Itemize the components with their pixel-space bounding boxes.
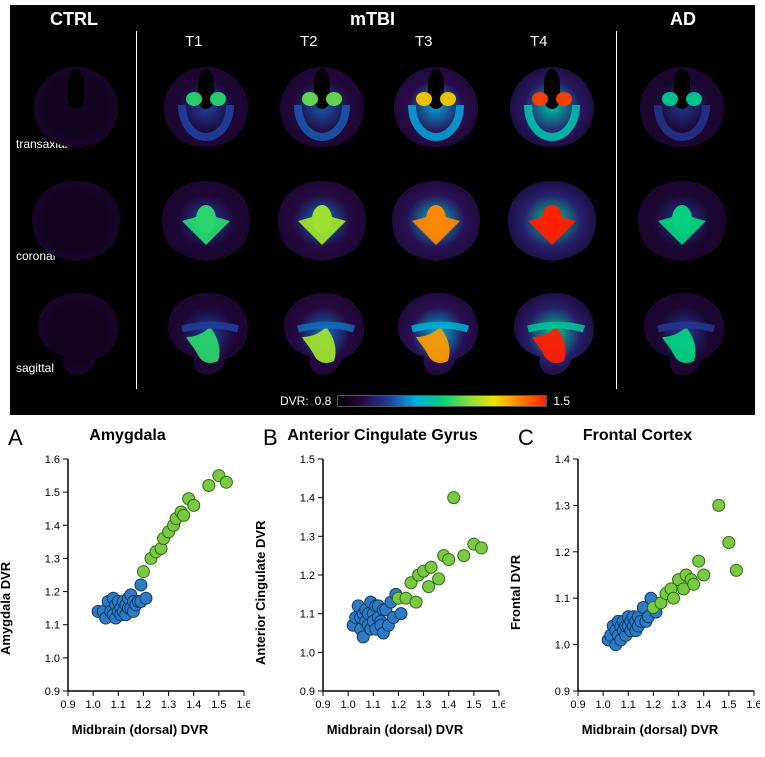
ylabel-a: Amygdala DVR: [0, 562, 13, 655]
svg-text:1.4: 1.4: [555, 454, 570, 466]
brain-slice: [382, 55, 490, 155]
plot-c: 0.9 1.0 1.1 1.2 1.3 1.4 1.5 1.6 0.9 1.0 1.1 1.2 1.3 1…: [540, 453, 760, 723]
brain-slice: [628, 55, 736, 155]
svg-text:1.3: 1.3: [416, 699, 431, 711]
svg-text:1.3: 1.3: [555, 500, 570, 512]
svg-text:1.1: 1.1: [555, 593, 570, 605]
scatter-area: A Amygdala 0.91.01.11.21.31.41.51.60.91.…: [0, 425, 765, 755]
divider-left: [136, 31, 137, 389]
brain-slice: [498, 167, 606, 267]
colorbar-min: 0.8: [315, 394, 332, 408]
panel-title-a: Amygdala: [0, 427, 255, 445]
brain-slice: [628, 279, 736, 379]
brain-slice: [22, 167, 130, 267]
svg-text:1.6: 1.6: [45, 454, 60, 466]
brain-image-panel: CTRL mTBI AD T1 T2 T3 T4 transaxial coro…: [10, 5, 755, 415]
brain-slice: [382, 167, 490, 267]
sub-label-t3: T3: [415, 33, 433, 50]
group-label-ad: AD: [670, 9, 696, 30]
svg-text:1.2: 1.2: [555, 547, 570, 559]
svg-text:1.0: 1.0: [85, 699, 100, 711]
brain-slice: [22, 279, 130, 379]
plot-a: 0.9 1.0 1.1 1.2 1.3 1.4 1.5 1.6 0.9 1.0 1.1 1.2 1.3 1…: [30, 453, 250, 723]
colorbar-gradient: [337, 395, 547, 407]
brain-slice: [152, 279, 260, 379]
svg-text:1.5: 1.5: [466, 699, 481, 711]
colorbar-label: DVR:: [280, 394, 309, 408]
panel-title-b: Anterior Cingulate Gyrus: [255, 427, 510, 445]
svg-text:0.9: 0.9: [570, 699, 585, 711]
svg-text:1.6: 1.6: [491, 699, 505, 711]
brain-slice: [498, 55, 606, 155]
ylabel-c: Frontal DVR: [508, 555, 523, 630]
svg-text:1.0: 1.0: [595, 699, 610, 711]
svg-text:1.3: 1.3: [300, 531, 315, 543]
brain-slice: [268, 167, 376, 267]
brain-slice: [22, 55, 130, 155]
svg-text:0.9: 0.9: [555, 686, 570, 698]
sub-label-t4: T4: [530, 33, 548, 50]
svg-text:1.4: 1.4: [696, 699, 711, 711]
brain-slice: [268, 55, 376, 155]
svg-text:1.0: 1.0: [340, 699, 355, 711]
group-label-mtbi: mTBI: [350, 9, 395, 30]
svg-text:1.1: 1.1: [45, 620, 60, 632]
svg-text:0.9: 0.9: [45, 686, 60, 698]
svg-text:1.3: 1.3: [671, 699, 686, 711]
svg-text:1.3: 1.3: [161, 699, 176, 711]
svg-text:1.0: 1.0: [45, 653, 60, 665]
svg-text:1.2: 1.2: [391, 699, 406, 711]
brain-slice: [268, 279, 376, 379]
svg-text:1.2: 1.2: [300, 570, 315, 582]
brain-slice: [498, 279, 606, 379]
brain-slice: [628, 167, 736, 267]
svg-text:0.9: 0.9: [60, 699, 75, 711]
svg-text:1.1: 1.1: [366, 699, 381, 711]
brain-slice: [382, 279, 490, 379]
scatter-panel-c: C Frontal Cortex 0.91.01.11.21.31.41.51.…: [510, 425, 765, 745]
svg-text:1.4: 1.4: [186, 699, 201, 711]
svg-text:1.4: 1.4: [300, 493, 315, 505]
svg-text:1.0: 1.0: [555, 640, 570, 652]
svg-text:1.5: 1.5: [300, 454, 315, 466]
colorbar-max: 1.5: [553, 394, 570, 408]
svg-text:0.9: 0.9: [315, 699, 330, 711]
svg-text:0.9: 0.9: [300, 686, 315, 698]
divider-right: [616, 31, 617, 389]
svg-text:1.1: 1.1: [621, 699, 636, 711]
svg-text:1.6: 1.6: [236, 699, 250, 711]
svg-text:1.5: 1.5: [45, 487, 60, 499]
svg-text:1.2: 1.2: [45, 587, 60, 599]
svg-text:1.1: 1.1: [111, 699, 126, 711]
sub-label-t1: T1: [185, 33, 203, 50]
svg-text:1.2: 1.2: [646, 699, 661, 711]
ylabel-b: Anterior Cingulate DVR: [253, 521, 268, 665]
svg-text:1.0: 1.0: [300, 647, 315, 659]
svg-text:1.5: 1.5: [721, 699, 736, 711]
scatter-panel-b: B Anterior Cingulate Gyrus 0.91.01.11.21…: [255, 425, 510, 745]
xlabel-c: Midbrain (dorsal) DVR: [540, 722, 760, 737]
svg-text:1.3: 1.3: [45, 553, 60, 565]
brain-slice: [152, 167, 260, 267]
svg-text:1.1: 1.1: [300, 609, 315, 621]
xlabel-b: Midbrain (dorsal) DVR: [285, 722, 505, 737]
svg-text:1.4: 1.4: [45, 520, 60, 532]
xlabel-a: Midbrain (dorsal) DVR: [30, 722, 250, 737]
sub-label-t2: T2: [300, 33, 318, 50]
group-label-ctrl: CTRL: [50, 9, 98, 30]
brain-slice: [152, 55, 260, 155]
svg-text:1.4: 1.4: [441, 699, 456, 711]
panel-title-c: Frontal Cortex: [510, 427, 765, 445]
svg-text:1.6: 1.6: [746, 699, 760, 711]
svg-text:1.2: 1.2: [136, 699, 151, 711]
plot-b: 0.9 1.0 1.1 1.2 1.3 1.4 1.5 1.6 0.9 1.0 1.1 1.2 1.3 1…: [285, 453, 505, 723]
scatter-panel-a: A Amygdala 0.91.01.11.21.31.41.51.60.91.…: [0, 425, 255, 745]
colorbar: DVR: 0.8 1.5: [280, 392, 600, 410]
svg-text:1.5: 1.5: [211, 699, 226, 711]
